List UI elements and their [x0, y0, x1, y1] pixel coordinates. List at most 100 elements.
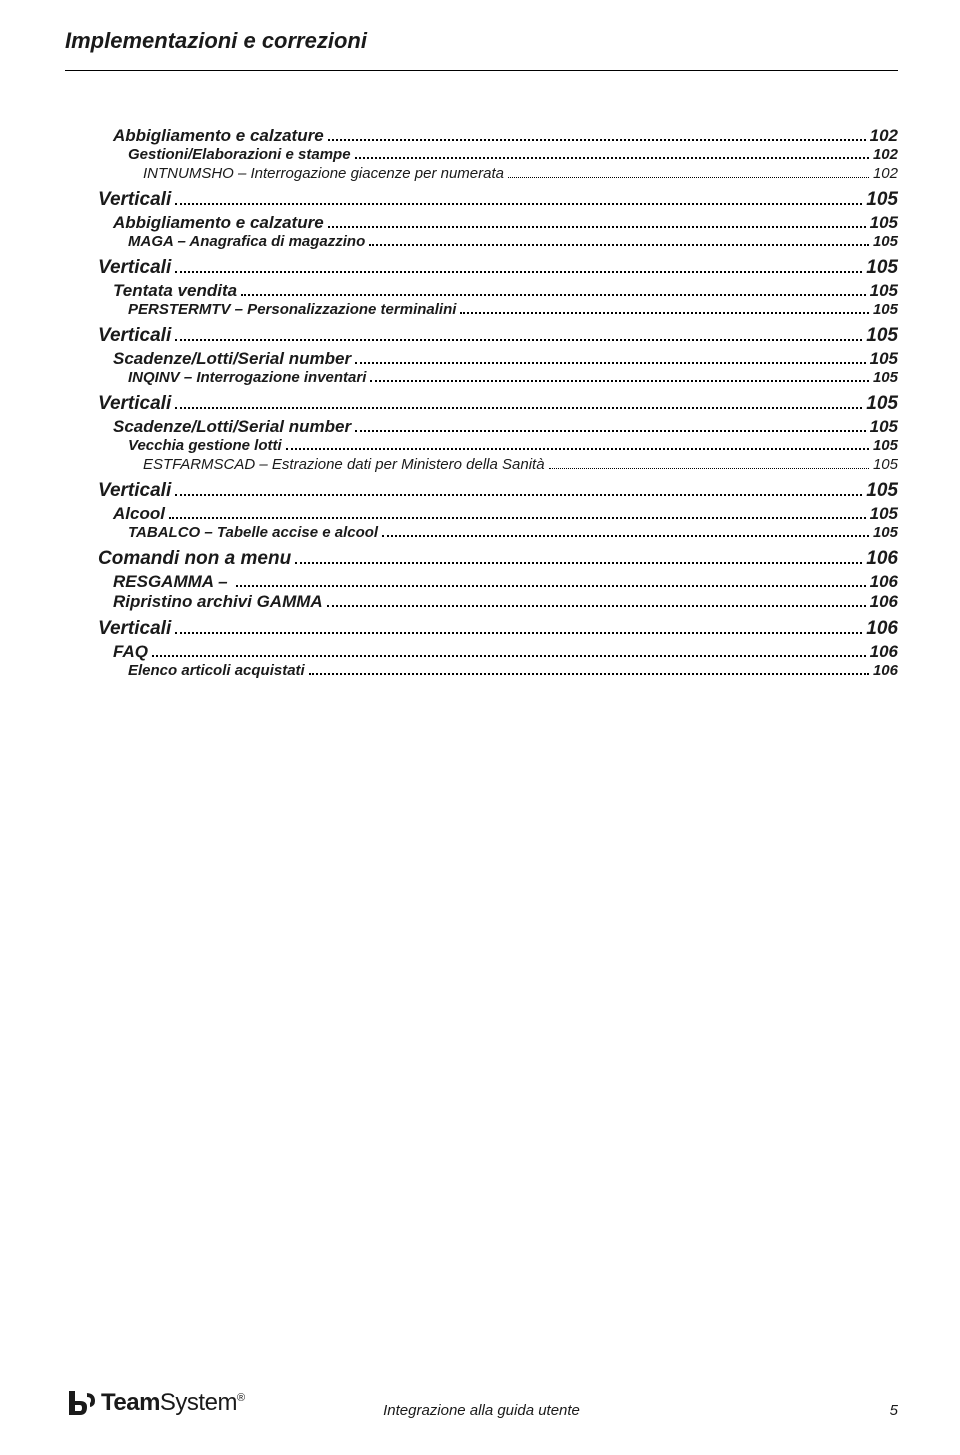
toc-entry: Verticali 105: [98, 190, 898, 209]
toc-entry-label: Verticali: [98, 394, 171, 413]
toc-entry: MAGA – Anagrafica di magazzino 105: [128, 234, 898, 249]
toc-entry-page: 105: [870, 214, 898, 231]
toc-entry-page: 106: [870, 643, 898, 660]
toc-entry-label: FAQ: [113, 643, 148, 660]
toc-entry-page: 105: [873, 438, 898, 453]
toc-entry: Ripristino archivi GAMMA 106: [113, 593, 898, 610]
toc-entry: Alcool 105: [113, 505, 898, 522]
toc-entry-page: 105: [870, 282, 898, 299]
toc-leader-dots: [355, 362, 866, 364]
logo-text: TeamSystem®: [101, 1389, 245, 1417]
toc-entry: Abbigliamento e calzature102: [113, 127, 898, 144]
toc-leader-dots: [508, 177, 869, 178]
toc-entry-label: Verticali: [98, 190, 171, 209]
toc-entry-page: 102: [870, 127, 898, 144]
toc-entry-page: 105: [870, 350, 898, 367]
toc-entry-page: 105: [873, 370, 898, 385]
toc-leader-dots: [369, 244, 869, 246]
logo-icon: [65, 1387, 99, 1419]
toc-entry-label: INQINV – Interrogazione inventari: [128, 370, 366, 385]
table-of-contents: Abbigliamento e calzature102 Gestioni/Ela…: [65, 127, 898, 678]
toc-entry-label: Verticali: [98, 258, 171, 277]
toc-entry-label: Verticali: [98, 619, 171, 638]
toc-entry: Tentata vendita 105: [113, 282, 898, 299]
toc-entry-page: 102: [873, 166, 898, 181]
toc-leader-dots: [169, 517, 866, 519]
toc-entry-page: 105: [866, 481, 898, 500]
toc-entry-label: Elenco articoli acquistati: [128, 663, 305, 678]
toc-entry-page: 106: [866, 619, 898, 638]
toc-leader-dots: [460, 312, 869, 314]
toc-leader-dots: [355, 430, 866, 432]
toc-entry-page: 105: [873, 525, 898, 540]
footer-page-number: 5: [890, 1402, 898, 1419]
toc-entry-page: 105: [873, 457, 898, 472]
toc-entry: Verticali 106: [98, 619, 898, 638]
toc-entry-page: 105: [870, 505, 898, 522]
toc-entry-page: 105: [866, 394, 898, 413]
footer-center-text: Integrazione alla guida utente: [383, 1402, 580, 1419]
toc-entry-label: Ripristino archivi GAMMA: [113, 593, 323, 610]
toc-entry: TABALCO – Tabelle accise e alcool 105: [128, 525, 898, 540]
toc-leader-dots: [309, 673, 869, 675]
toc-leader-dots: [241, 294, 866, 296]
toc-entry-label: Gestioni/Elaborazioni e stampe: [128, 147, 351, 162]
toc-entry: Verticali 105: [98, 394, 898, 413]
toc-entry: Verticali 105: [98, 258, 898, 277]
toc-entry-label: Scadenze/Lotti/Serial number: [113, 418, 351, 435]
toc-entry-page: 106: [866, 549, 898, 568]
toc-entry-label: TABALCO – Tabelle accise e alcool: [128, 525, 378, 540]
toc-entry-page: 106: [870, 593, 898, 610]
toc-leader-dots: [175, 271, 862, 273]
toc-leader-dots: [175, 339, 862, 341]
toc-leader-dots: [175, 407, 862, 409]
toc-entry: Elenco articoli acquistati 106: [128, 663, 898, 678]
toc-entry-page: 105: [866, 326, 898, 345]
toc-entry: Scadenze/Lotti/Serial number 105: [113, 418, 898, 435]
toc-entry: PERSTERMTV – Personalizzazione terminali…: [128, 302, 898, 317]
toc-leader-dots: [175, 494, 862, 496]
logo-text-bold: Team: [101, 1389, 160, 1416]
toc-entry: Vecchia gestione lotti 105: [128, 438, 898, 453]
toc-leader-dots: [327, 605, 866, 607]
toc-leader-dots: [152, 655, 866, 657]
toc-leader-dots: [328, 139, 866, 141]
toc-entry-page: 105: [870, 418, 898, 435]
page-header-title: Implementazioni e correzioni: [65, 28, 898, 54]
logo-text-rest: System: [160, 1389, 237, 1416]
toc-entry-label: Tentata vendita: [113, 282, 237, 299]
toc-entry: RESGAMMA – 106: [113, 573, 898, 590]
header-rule: [65, 70, 898, 71]
toc-leader-dots: [286, 448, 869, 450]
toc-entry: FAQ 106: [113, 643, 898, 660]
toc-entry-label: Verticali: [98, 481, 171, 500]
toc-entry-label: Alcool: [113, 505, 165, 522]
toc-entry-page: 105: [873, 302, 898, 317]
toc-entry-label: PERSTERMTV – Personalizzazione terminali…: [128, 302, 456, 317]
toc-leader-dots: [549, 468, 869, 469]
toc-entry-page: 102: [873, 147, 898, 162]
toc-entry: INTNUMSHO – Interrogazione giacenze per …: [143, 166, 898, 181]
toc-entry: INQINV – Interrogazione inventari 105: [128, 370, 898, 385]
toc-leader-dots: [355, 157, 869, 159]
logo-registered-icon: ®: [237, 1392, 245, 1404]
toc-entry: Comandi non a menu 106: [98, 549, 898, 568]
toc-entry-page: 106: [873, 663, 898, 678]
toc-entry-page: 105: [866, 190, 898, 209]
toc-entry-label: MAGA – Anagrafica di magazzino: [128, 234, 365, 249]
toc-entry: ESTFARMSCAD – Estrazione dati per Minist…: [143, 457, 898, 472]
toc-entry-label: Vecchia gestione lotti: [128, 438, 282, 453]
toc-leader-dots: [236, 585, 865, 587]
toc-entry-label: Verticali: [98, 326, 171, 345]
toc-leader-dots: [175, 203, 862, 205]
page-footer: TeamSystem® Integrazione alla guida uten…: [65, 1387, 898, 1419]
toc-entry-page: 105: [866, 258, 898, 277]
toc-leader-dots: [370, 380, 869, 382]
toc-leader-dots: [295, 562, 862, 564]
toc-entry-label: Scadenze/Lotti/Serial number: [113, 350, 351, 367]
toc-entry-label: INTNUMSHO – Interrogazione giacenze per …: [143, 166, 504, 181]
toc-entry-page: 106: [870, 573, 898, 590]
toc-entry-label: ESTFARMSCAD – Estrazione dati per Minist…: [143, 457, 545, 472]
toc-entry-label: Comandi non a menu: [98, 549, 291, 568]
toc-leader-dots: [175, 632, 862, 634]
